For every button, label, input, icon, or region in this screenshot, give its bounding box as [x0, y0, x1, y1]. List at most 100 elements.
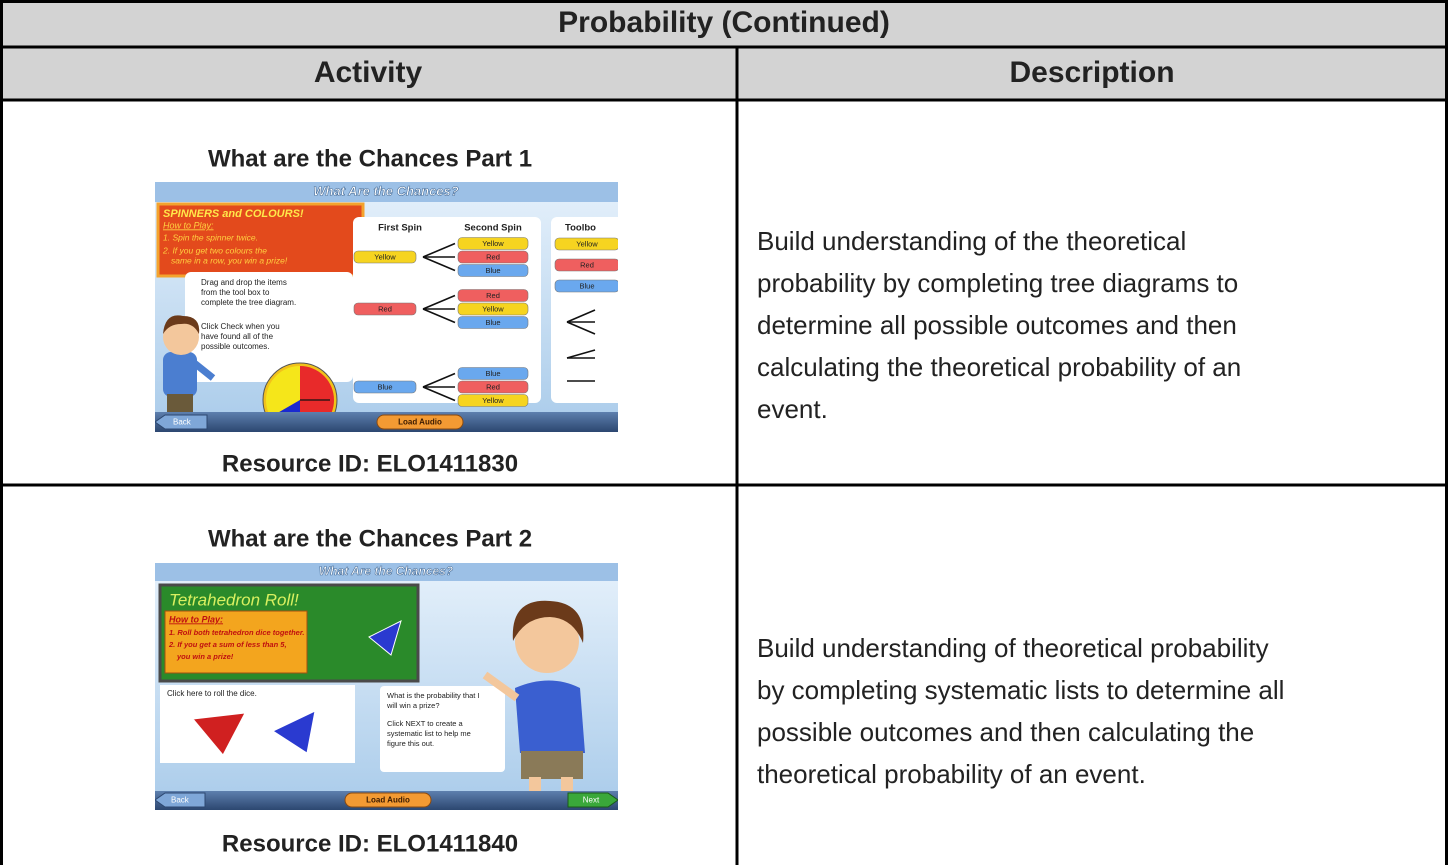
screen-title: What Are the Chances? — [319, 564, 454, 578]
button-label: Blue — [485, 369, 500, 378]
button-label: Red — [486, 382, 500, 391]
description-line: possible outcomes and then calculating t… — [757, 717, 1254, 747]
back-button — [155, 792, 206, 808]
instruction-line: from the tool box to — [201, 288, 270, 297]
activity-screenshot: What Are the Chances? Tetrahedron Roll! Ho… — [155, 563, 618, 810]
instruction-line: Drag and drop the items — [201, 278, 287, 287]
character-head — [163, 319, 199, 355]
audio-button — [344, 792, 432, 808]
color-button — [457, 302, 529, 316]
tree-arrow — [422, 386, 456, 402]
character-head — [515, 609, 579, 673]
speech-line: systematic list to help me — [387, 729, 471, 738]
description-line: event. — [757, 394, 828, 424]
column-header: Activity — [314, 56, 423, 89]
description-line: determine all possible outcomes and then — [757, 310, 1237, 340]
instructions-box — [156, 202, 365, 278]
speech-box — [380, 686, 505, 772]
roll-prompt: Click here to roll the dice. — [167, 689, 257, 698]
speech-line: What is the probability that I — [387, 691, 480, 700]
color-button — [457, 316, 529, 329]
character-arm — [190, 359, 216, 381]
button-label: Yellow — [374, 252, 396, 261]
character-hair — [512, 600, 584, 643]
description-line: calculating the theoretical probability … — [757, 352, 1241, 382]
activity-title: What are the Chances Part 2 — [208, 525, 532, 552]
tree-arrow — [422, 256, 456, 272]
character-body — [515, 680, 585, 753]
red-die — [192, 712, 246, 756]
tree-arrow — [566, 321, 596, 335]
step: 1. Roll both tetrahedron dice together. — [169, 628, 304, 637]
how-to: How to Play: — [163, 220, 214, 230]
color-button — [457, 264, 529, 277]
rules-box — [164, 610, 308, 674]
dice-panel — [160, 685, 355, 763]
button-text: Back — [173, 418, 192, 427]
button-text: Back — [171, 796, 190, 805]
button-label: Red — [378, 304, 392, 313]
tree-arrow — [422, 308, 456, 324]
button-text: Load Audio — [398, 418, 442, 427]
color-button — [353, 380, 417, 394]
character-arm — [482, 671, 520, 702]
table-title: Probability (Continued) — [558, 6, 890, 39]
step: 2. If you get a sum of less than 5, — [168, 640, 287, 649]
color-button — [457, 380, 529, 394]
back-button — [155, 414, 208, 430]
description-line: by completing systematic lists to determ… — [757, 675, 1284, 705]
color-button — [554, 258, 618, 272]
activity-title: What are the Chances Part 1 — [208, 145, 532, 172]
character-leg — [529, 777, 541, 795]
description-line: Build understanding of the theoretical — [757, 226, 1186, 256]
color-button — [353, 302, 417, 316]
tree-arrow — [566, 309, 596, 323]
button-label: Blue — [579, 281, 594, 290]
tree-arrow — [566, 349, 596, 359]
tree-arrow — [422, 372, 456, 388]
instruction-line: have found all of the — [201, 332, 274, 341]
character-legs — [167, 394, 193, 414]
button-label: Yellow — [482, 239, 504, 248]
activity-screenshot: What Are the Chances? SPINNERS and COLOUR… — [155, 182, 618, 432]
blue-die — [368, 620, 402, 656]
button-label: Yellow — [482, 304, 504, 313]
step: you win a prize! — [176, 652, 234, 661]
button-label: Yellow — [576, 239, 598, 248]
button-label: Blue — [377, 382, 392, 391]
color-button — [554, 237, 618, 251]
heading: Tetrahedron Roll! — [169, 590, 299, 609]
character-leg — [561, 777, 573, 795]
button-label: Yellow — [482, 396, 504, 405]
resource-id: Resource ID: ELO1411840 — [222, 830, 518, 857]
description-line: theoretical probability of an event. — [757, 759, 1146, 789]
color-button — [457, 237, 529, 250]
column-title: Second Spin — [464, 223, 522, 234]
speech-line: figure this out. — [387, 739, 434, 748]
title-bar — [155, 563, 618, 581]
how-to: How to Play: — [169, 614, 223, 624]
next-button — [567, 792, 618, 808]
character-hair — [163, 315, 200, 334]
blue-die — [271, 710, 316, 754]
heading: SPINNERS and COLOURS! — [163, 208, 304, 220]
description-line: probability by completing tree diagrams … — [757, 268, 1238, 298]
title-bar — [155, 182, 618, 202]
color-button — [457, 289, 529, 302]
color-button — [457, 250, 529, 264]
audio-button — [376, 414, 464, 430]
character-body — [163, 352, 197, 397]
instruction-line: Click Check when you — [201, 322, 280, 331]
button-text: Next — [583, 796, 600, 805]
header-background — [0, 0, 1448, 100]
tree-arrow — [422, 294, 456, 310]
button-label: Red — [486, 252, 500, 261]
speech-line: will win a prize? — [386, 701, 440, 710]
step: 1. Spin the spinner twice. — [163, 232, 258, 242]
help-panel — [185, 272, 353, 382]
tree-arrow — [422, 242, 456, 258]
color-button — [457, 367, 529, 380]
color-button — [554, 279, 618, 293]
